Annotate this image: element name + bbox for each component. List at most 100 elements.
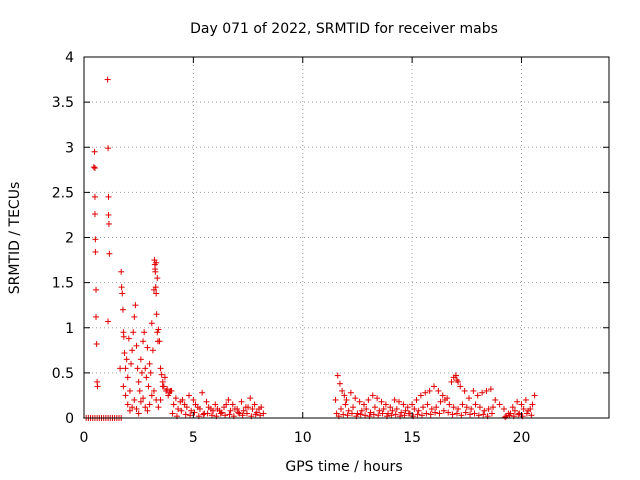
data-point [155,404,162,411]
data-point [132,302,139,309]
data-point [192,401,199,408]
data-point [514,398,521,405]
data-point [187,412,194,419]
data-point [196,405,203,412]
data-point [120,383,127,390]
data-point [252,411,259,418]
data-point [240,407,247,414]
data-point [118,284,125,291]
data-point [137,398,144,405]
data-point [413,396,420,403]
data-point [511,407,518,414]
data-point [531,392,538,399]
data-point [417,392,424,399]
data-point [356,398,363,405]
data-point [371,404,378,411]
data-point [125,335,132,342]
data-point [179,396,186,403]
data-point [424,401,431,408]
data-point [509,404,516,411]
data-point [190,396,197,403]
data-point [118,268,125,275]
data-point [374,395,381,402]
data-point [334,372,341,379]
data-point [148,392,155,399]
data-point [128,360,135,367]
x-tick-label: 10 [294,430,312,446]
data-point [227,407,234,414]
data-point [235,409,242,416]
data-point [475,412,482,419]
data-point [243,410,250,417]
data-point [152,284,159,291]
data-point [222,412,229,419]
data-point [441,396,448,403]
data-point [120,333,127,340]
data-point [409,401,416,408]
data-point [361,401,367,408]
data-point [483,387,490,394]
data-point [105,318,112,325]
data-point [200,411,207,418]
data-point [161,374,168,381]
data-point [105,193,112,200]
data-point [385,410,392,417]
data-point [138,369,145,376]
x-tick-label: 20 [513,430,531,446]
data-point [168,387,175,394]
data-point [354,410,361,417]
data-point [153,311,160,318]
data-point [404,404,411,411]
data-point [467,411,474,418]
data-point [501,405,507,412]
data-point [459,401,466,408]
data-point [389,407,396,414]
data-point [186,392,192,399]
data-point [440,407,447,414]
data-point [455,378,462,385]
data-point [129,347,136,354]
data-point [117,365,124,372]
data-point [210,407,217,414]
data-point [427,411,434,418]
data-point [445,409,452,416]
data-point [415,407,422,414]
data-point [131,313,138,320]
data-point [448,378,455,385]
data-point [135,378,142,385]
data-point [479,389,486,396]
data-point [388,412,395,419]
data-point [94,383,101,390]
data-point [515,411,522,418]
data-point [218,409,225,416]
data-point [391,396,398,403]
data-point [506,412,513,419]
data-point [135,410,142,417]
chart-title: Day 071 of 2022, SRMTID for receiver mab… [190,21,498,37]
y-tick-label: 0 [65,411,74,427]
data-point [462,409,469,416]
data-point [528,412,535,419]
data-point [199,389,206,396]
data-point [435,387,442,394]
data-point [165,392,172,399]
data-point [379,410,386,417]
data-point [523,410,530,417]
data-point [238,398,245,405]
x-axis-label: GPS time / hours [285,459,402,475]
data-point [358,407,365,414]
y-tick-label: 2.5 [52,185,74,201]
data-point [105,211,112,218]
data-point [245,404,252,411]
data-point [155,326,162,333]
y-tick-label: 1.5 [52,276,74,292]
data-point [137,356,144,363]
data-point [488,410,495,417]
data-point [119,306,126,313]
data-point [91,193,98,200]
data-point [143,374,150,381]
data-point [463,404,470,411]
data-point [341,392,348,399]
data-point [157,365,164,372]
